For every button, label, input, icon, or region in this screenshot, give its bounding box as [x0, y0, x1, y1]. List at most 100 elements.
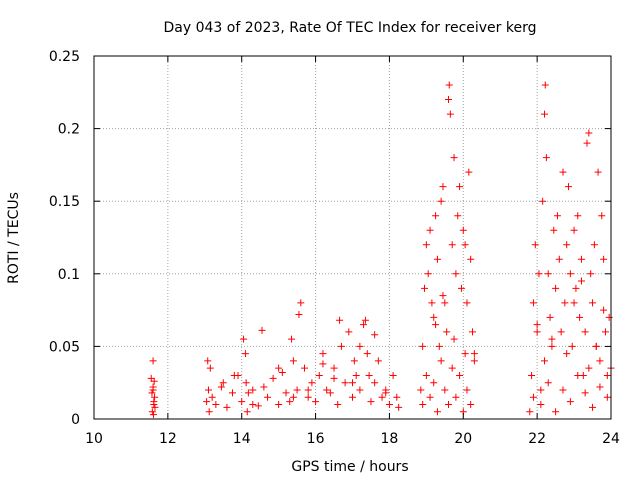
data-point	[240, 335, 248, 343]
data-point	[585, 129, 593, 137]
data-point	[264, 393, 272, 401]
data-point	[566, 270, 574, 278]
data-point	[149, 386, 157, 394]
data-point	[448, 364, 456, 372]
data-point	[258, 326, 266, 334]
x-tick-label: 18	[381, 431, 399, 447]
data-point	[204, 357, 212, 365]
data-point	[238, 398, 246, 406]
data-point	[289, 393, 297, 401]
data-point	[537, 386, 545, 394]
data-point	[565, 183, 573, 191]
data-point	[546, 313, 554, 321]
x-axis-label: GPS time / hours	[291, 459, 408, 475]
data-point	[374, 357, 382, 365]
data-point	[550, 226, 558, 234]
data-point	[581, 389, 589, 397]
data-point	[356, 342, 364, 350]
data-point	[552, 408, 560, 416]
data-point	[433, 408, 441, 416]
data-point	[148, 389, 156, 397]
data-point	[459, 226, 467, 234]
data-point	[217, 383, 225, 391]
data-point	[426, 393, 434, 401]
data-point	[548, 342, 556, 350]
y-tick-label: 0	[71, 412, 80, 428]
data-point	[363, 350, 371, 358]
data-point	[577, 255, 585, 263]
data-point	[308, 379, 316, 387]
data-point	[585, 364, 593, 372]
data-point	[437, 357, 445, 365]
data-point	[463, 386, 471, 394]
data-point	[533, 321, 541, 329]
data-point	[439, 292, 447, 300]
data-point	[304, 386, 312, 394]
data-point	[450, 335, 458, 343]
data-point	[541, 110, 549, 118]
data-point	[448, 241, 456, 249]
data-point	[574, 371, 582, 379]
data-point	[454, 212, 462, 220]
data-point	[445, 81, 453, 89]
data-point	[601, 328, 609, 336]
y-tick-label: 0.05	[49, 339, 80, 355]
data-point	[385, 400, 393, 408]
data-point	[539, 197, 547, 205]
data-point	[208, 393, 216, 401]
data-point	[596, 383, 604, 391]
data-point	[297, 299, 305, 307]
data-point	[457, 284, 465, 292]
data-point	[596, 357, 604, 365]
data-point	[269, 374, 277, 382]
data-point	[574, 212, 582, 220]
data-point	[559, 168, 567, 176]
data-point	[572, 284, 580, 292]
data-point	[421, 284, 429, 292]
data-point	[422, 371, 430, 379]
data-point	[323, 386, 331, 394]
data-point	[467, 400, 475, 408]
data-point	[470, 357, 478, 365]
data-point	[422, 241, 430, 249]
data-point	[605, 313, 613, 321]
data-point	[223, 403, 231, 411]
data-point	[336, 316, 344, 324]
y-tick-label: 0.1	[58, 267, 80, 283]
data-point	[542, 154, 550, 162]
data-point	[589, 299, 597, 307]
data-point	[228, 389, 236, 397]
data-point	[553, 212, 561, 220]
data-point	[395, 403, 403, 411]
data-point	[345, 328, 353, 336]
data-point	[452, 393, 460, 401]
data-point	[594, 168, 602, 176]
x-tick-label: 22	[528, 431, 546, 447]
data-point	[393, 393, 401, 401]
grid-lines	[94, 56, 611, 419]
data-point	[378, 393, 386, 401]
data-point	[544, 379, 552, 387]
data-point	[592, 342, 600, 350]
data-point	[587, 270, 595, 278]
data-point	[570, 299, 578, 307]
data-point	[319, 360, 327, 368]
data-point	[241, 350, 249, 358]
data-point	[295, 310, 303, 318]
data-point	[419, 400, 427, 408]
data-point	[583, 139, 591, 147]
x-tick-label: 16	[307, 431, 325, 447]
data-point	[568, 342, 576, 350]
data-point	[603, 393, 611, 401]
data-point	[203, 398, 211, 406]
data-point	[260, 383, 268, 391]
data-point	[541, 357, 549, 365]
data-point	[426, 226, 434, 234]
data-point	[312, 398, 320, 406]
data-point	[432, 212, 440, 220]
data-point	[242, 379, 250, 387]
data-point	[529, 299, 537, 307]
data-point	[371, 331, 379, 339]
data-point	[443, 328, 451, 336]
data-point	[365, 371, 373, 379]
